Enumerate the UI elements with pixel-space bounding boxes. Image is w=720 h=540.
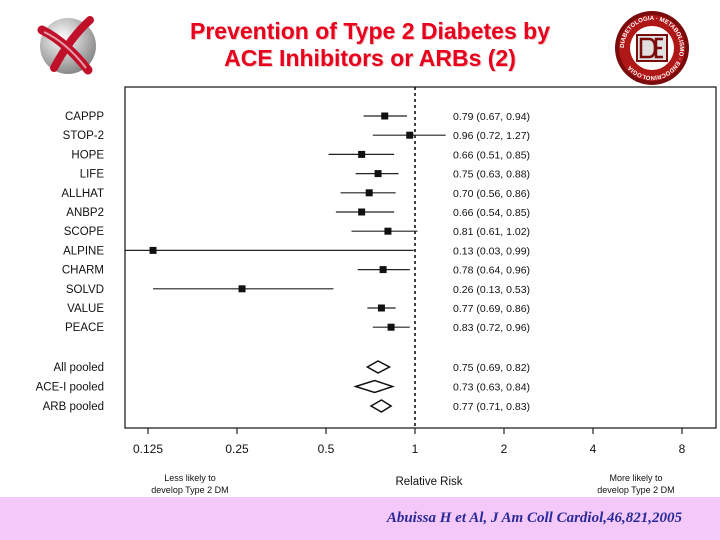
estimate-text: 0.79 (0.67, 0.94)	[453, 111, 530, 123]
estimate-text: 0.78 (0.64, 0.96)	[453, 265, 530, 277]
point-estimate	[377, 304, 385, 312]
point-estimate	[384, 227, 392, 235]
x-tick-label: 0.125	[133, 442, 163, 456]
estimate-text: 0.96 (0.72, 1.27)	[453, 130, 530, 142]
citation-bar: Abuissa H et Al, J Am Coll Cardiol,46,82…	[0, 497, 720, 540]
point-estimate	[358, 150, 366, 158]
title-line-2: ACE Inhibitors or ARBs (2)	[224, 45, 516, 71]
point-estimate	[238, 285, 246, 293]
pooled-label: All pooled	[53, 362, 104, 374]
estimate-text: 0.66 (0.54, 0.85)	[453, 207, 530, 219]
estimate-text: 0.13 (0.03, 0.99)	[453, 245, 530, 257]
point-estimate	[381, 112, 389, 120]
x-tick-label: 8	[679, 442, 686, 456]
estimate-text: 0.75 (0.63, 0.88)	[453, 169, 530, 181]
x-tick-label: 4	[590, 442, 597, 456]
study-label: CHARM	[62, 265, 104, 277]
x-tick-label: 0.25	[225, 442, 249, 456]
study-label: STOP-2	[63, 130, 104, 142]
pooled-diamond	[369, 399, 393, 413]
estimate-text: 0.70 (0.56, 0.86)	[453, 188, 530, 200]
pooled-label: ACE-I pooled	[36, 382, 104, 394]
estimate-text: 0.77 (0.69, 0.86)	[453, 303, 530, 315]
plot-frame	[124, 86, 717, 429]
estimate-text: 0.66 (0.51, 0.85)	[453, 149, 530, 161]
pooled-label: ARB pooled	[43, 401, 104, 413]
right-note-text: More likely to	[609, 473, 662, 483]
study-label: ALPINE	[63, 245, 104, 257]
x-tick-label: 2	[501, 442, 508, 456]
point-estimate	[149, 246, 157, 254]
study-label: VALUE	[67, 303, 104, 315]
x-axis-label: Relative Risk	[395, 476, 462, 488]
right-note-text: develop Type 2 DM	[597, 485, 674, 495]
point-estimate	[379, 266, 387, 274]
left-note-text: Less likely to	[164, 473, 216, 483]
page-title: Prevention of Type 2 Diabetes by ACE Inh…	[110, 18, 630, 72]
study-label: SCOPE	[64, 226, 105, 238]
pooled-estimate-text: 0.77 (0.71, 0.83)	[453, 401, 530, 413]
right-logo-icon: DIABETOLOGIA · METABOLISMO · ENDOCRINOLO…	[615, 11, 689, 85]
study-label: CAPPP	[65, 111, 104, 123]
x-tick-label: 0.5	[318, 442, 335, 456]
left-note-text: develop Type 2 DM	[151, 485, 228, 495]
pooled-diamond	[353, 379, 395, 394]
pooled-diamond	[365, 360, 392, 374]
pooled-estimate-text: 0.75 (0.69, 0.82)	[453, 362, 530, 374]
study-label: ANBP2	[66, 207, 104, 219]
point-estimate	[365, 189, 373, 197]
estimate-text: 0.26 (0.13, 0.53)	[453, 284, 530, 296]
x-tick-label: 1	[412, 442, 419, 456]
study-label: PEACE	[65, 322, 104, 334]
estimate-text: 0.81 (0.61, 1.02)	[453, 226, 530, 238]
citation-text: Abuissa H et Al, J Am Coll Cardiol,46,82…	[386, 510, 682, 526]
point-estimate	[406, 131, 414, 139]
study-label: LIFE	[80, 169, 105, 181]
left-logo-icon	[37, 16, 96, 75]
forest-plot: CAPPP 0.79 (0.67, 0.94) STOP-2 0.96 (0.72, …	[36, 86, 717, 495]
point-estimate	[374, 170, 382, 178]
study-label: ALLHAT	[61, 188, 104, 200]
estimate-text: 0.83 (0.72, 0.96)	[453, 322, 530, 334]
point-estimate	[387, 323, 395, 331]
study-label: SOLVD	[66, 284, 104, 296]
pooled-estimate-text: 0.73 (0.63, 0.84)	[453, 382, 530, 394]
point-estimate	[358, 208, 366, 216]
title-line-1: Prevention of Type 2 Diabetes by	[189, 18, 550, 44]
study-label: HOPE	[71, 149, 104, 161]
